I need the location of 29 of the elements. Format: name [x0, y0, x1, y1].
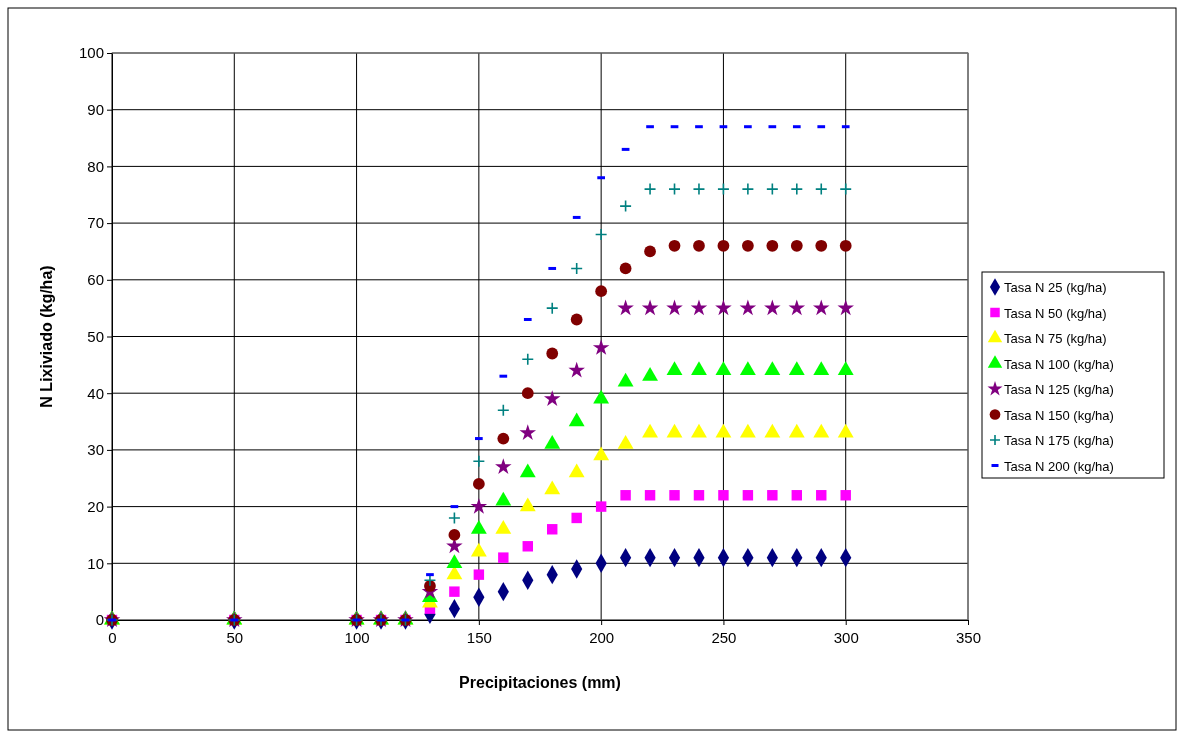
x-tick-label: 150 [466, 629, 492, 646]
legend-label: Tasa N 125 (kg/ha) [1004, 382, 1114, 397]
y-tick-label: 100 [78, 44, 104, 62]
legend-label: Tasa N 150 (kg/ha) [1004, 407, 1114, 423]
y-tick-label: 80 [87, 157, 104, 175]
y-tick-label: 10 [87, 554, 104, 572]
x-axis-title: Precipitaciones (mm) [459, 674, 621, 691]
legend-label: Tasa N 50 (kg/ha) [1004, 305, 1107, 321]
y-tick-label: 0 [95, 611, 104, 629]
legend-label: Tasa N 75 (kg/ha) [1004, 331, 1107, 346]
x-tick-label: 300 [833, 629, 859, 646]
y-tick-label: 90 [87, 101, 104, 118]
y-tick-label: 50 [87, 327, 104, 345]
y-tick-label: 60 [87, 271, 104, 289]
legend-label: Tasa N 175 (kg/ha) [1004, 433, 1114, 448]
x-tick-label: 100 [344, 629, 370, 646]
x-tick-label: 0 [108, 629, 117, 646]
legend-label: Tasa N 25 (kg/ha) [1004, 280, 1107, 295]
x-tick-label: 250 [711, 629, 737, 646]
y-tick-label: 40 [87, 384, 104, 402]
x-tick-label: 50 [226, 629, 244, 646]
y-tick-label: 70 [87, 214, 104, 232]
x-tick-label: 350 [955, 629, 982, 646]
y-tick-label: 20 [87, 497, 104, 515]
legend-label: Tasa N 100 (kg/ha) [1004, 356, 1114, 372]
y-tick-label: 30 [87, 441, 104, 459]
legend-label: Tasa N 200 (kg/ha) [1004, 458, 1114, 474]
y-axis-title: N Lixiviado (kg/ha) [38, 265, 55, 408]
x-tick-label: 200 [589, 629, 615, 646]
